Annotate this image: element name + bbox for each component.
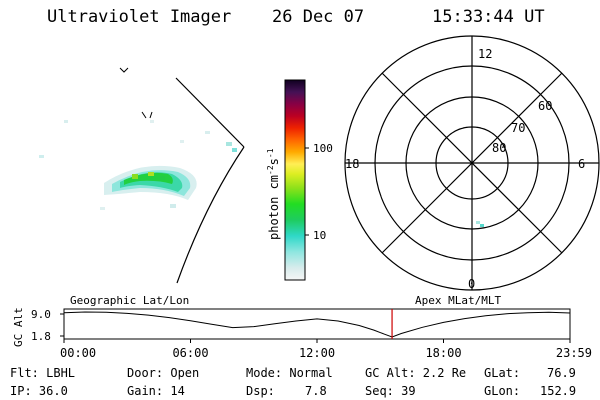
dsp-value: 7.8 bbox=[305, 384, 327, 398]
ip-readout: IP: 36.0 bbox=[10, 384, 68, 398]
altitude-xtick-label: 18:00 bbox=[425, 346, 461, 360]
map-mark bbox=[119, 67, 129, 73]
apex-caption: Apex MLat/MLT bbox=[415, 294, 501, 307]
mlt-label-0: 0 bbox=[468, 277, 475, 291]
altitude-series-line bbox=[63, 311, 571, 338]
flt-readout: Flt: LBHL bbox=[10, 366, 76, 380]
colorbar-scale bbox=[284, 79, 306, 281]
gain-readout: Gain: 14 bbox=[127, 384, 185, 398]
polar-aurora-patch bbox=[480, 224, 484, 227]
altitude-ytick-label: 9.0 bbox=[31, 308, 51, 321]
time-label: 15:33:44 UT bbox=[432, 7, 545, 27]
door-readout: Door: Open bbox=[127, 366, 200, 380]
polar-plot: 12 18 6 0 60 70 80 bbox=[344, 35, 600, 291]
lat-label-80: 80 bbox=[492, 141, 506, 155]
app-title: Ultraviolet Imager bbox=[47, 7, 232, 27]
mode-readout: Mode: Normal bbox=[246, 366, 333, 380]
mlt-label-12: 12 bbox=[478, 47, 492, 61]
lat-label-70: 70 bbox=[511, 121, 525, 135]
aurora-speckles bbox=[39, 120, 237, 210]
mlt-label-6: 6 bbox=[578, 157, 585, 171]
altitude-xtick-label: 06:00 bbox=[172, 346, 208, 360]
altitude-xtick-label: 23:59 bbox=[556, 346, 592, 360]
gc-alt-readout: GC Alt: 2.2 Re bbox=[365, 366, 467, 380]
mlt-label-18: 18 bbox=[345, 157, 359, 171]
altitude-chart-frame bbox=[63, 308, 571, 340]
seq-readout: Seq: 39 bbox=[365, 384, 416, 398]
altitude-xtick-label: 12:00 bbox=[299, 346, 335, 360]
terminator-line bbox=[175, 77, 245, 148]
glat-value: 76.9 bbox=[547, 366, 576, 380]
dsp-label: Dsp: bbox=[246, 384, 275, 398]
altitude-ytick-label: 1.8 bbox=[31, 330, 51, 343]
auroral-oval bbox=[104, 165, 197, 200]
altitude-axis-label: GC Alt bbox=[12, 307, 25, 347]
glat-label: GLat: bbox=[484, 366, 521, 380]
colorbar: 100 10 photon cm-2s-1 bbox=[266, 79, 333, 281]
colorbar-tick-label: 100 bbox=[313, 142, 333, 155]
date-label: 26 Dec 07 bbox=[272, 7, 365, 27]
limb-line bbox=[176, 146, 245, 284]
altitude-xtick-label: 00:00 bbox=[60, 346, 96, 360]
glon-value: 152.9 bbox=[540, 384, 577, 398]
glon-label: GLon: bbox=[484, 384, 521, 398]
colorbar-label: photon cm-2s-1 bbox=[266, 148, 281, 240]
colorbar-tick-label: 10 bbox=[313, 229, 326, 242]
geographic-caption: Geographic Lat/Lon bbox=[70, 294, 189, 307]
map-mark bbox=[141, 111, 153, 119]
lat-label-60: 60 bbox=[538, 99, 552, 113]
polar-diagonal bbox=[381, 72, 563, 254]
polar-aurora-patch bbox=[476, 221, 480, 224]
geographic-image bbox=[39, 67, 245, 284]
altitude-chart: GC Alt 9.0 1.8 00:00 06:00 12:00 18:00 23:59 bbox=[12, 307, 592, 360]
